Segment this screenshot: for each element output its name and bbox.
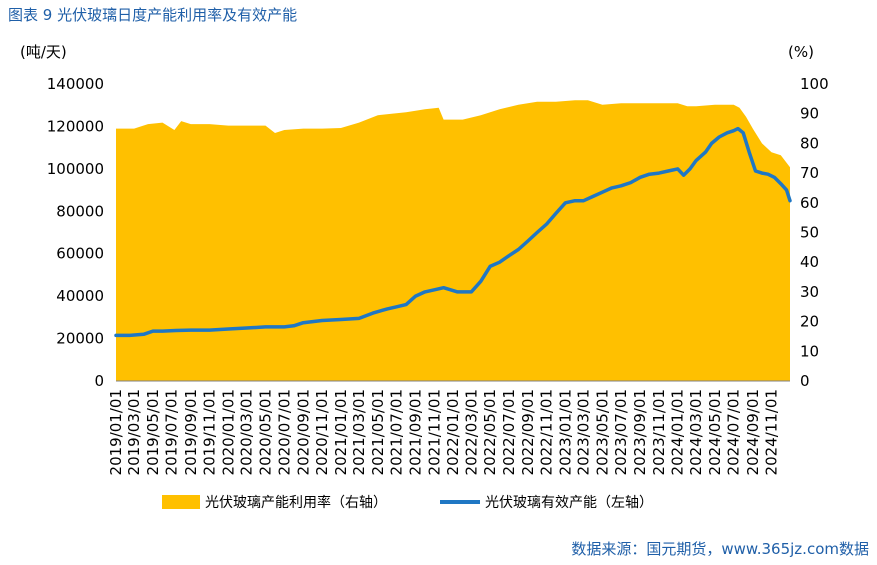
legend-label-utilization: 光伏玻璃产能利用率（右轴） — [205, 494, 387, 511]
x-tick-label: 2022/07/01 — [500, 389, 518, 475]
left-tick-label: 20000 — [56, 330, 104, 348]
x-tick-label: 2021/11/01 — [425, 389, 443, 475]
right-axis: 0 10 20 30 40 50 60 70 80 90 100 — [800, 75, 829, 390]
right-tick-label: 10 — [800, 342, 819, 360]
left-axis: 0 20000 40000 60000 80000 100000 120000 140000 — [47, 75, 104, 390]
line-layer — [114, 126, 792, 338]
x-tick-label: 2022/09/01 — [519, 389, 537, 475]
right-tick-label: 100 — [800, 75, 829, 93]
right-tick-label: 80 — [800, 134, 819, 152]
x-tick-label: 2022/03/01 — [462, 389, 480, 475]
legend: 光伏玻璃产能利用率（右轴） 光伏玻璃有效产能（左轴） — [162, 494, 653, 511]
legend-label-capacity: 光伏玻璃有效产能（左轴） — [485, 494, 653, 511]
x-tick-label: 2020/07/01 — [275, 389, 293, 475]
x-tick-label: 2023/01/01 — [556, 389, 574, 475]
right-tick-label: 20 — [800, 313, 819, 331]
right-tick-label: 70 — [800, 164, 819, 182]
right-tick-label: 30 — [800, 283, 819, 301]
x-axis: 2019/01/01 2019/03/01 2019/05/01 2019/07/01… — [107, 380, 790, 475]
source-note: 数据来源：国元期货，www.365jz.com数据 — [571, 540, 869, 558]
x-tick-label: 2020/11/01 — [313, 389, 331, 475]
x-tick-label: 2020/01/01 — [219, 389, 237, 475]
right-tick-label: 0 — [800, 372, 810, 390]
left-axis-unit: (吨/天) — [20, 43, 67, 61]
x-tick-label: 2019/07/01 — [163, 389, 181, 475]
x-tick-label: 2021/01/01 — [332, 389, 350, 475]
area-layer — [116, 100, 790, 382]
x-tick-label: 2020/03/01 — [238, 389, 256, 475]
x-tick-label: 2024/01/01 — [669, 389, 687, 475]
x-tick-label: 2023/07/01 — [612, 389, 630, 475]
x-tick-label: 2024/11/01 — [763, 389, 781, 475]
left-tick-label: 0 — [94, 372, 104, 390]
legend-swatch-utilization — [162, 495, 200, 509]
x-tick-label: 2019/09/01 — [182, 389, 200, 475]
left-tick-label: 80000 — [56, 202, 104, 220]
right-axis-unit: (%) — [788, 43, 814, 61]
left-tick-label: 40000 — [56, 287, 104, 305]
x-tick-label: 2021/07/01 — [388, 389, 406, 475]
capacity-line — [114, 126, 792, 338]
left-tick-label: 120000 — [47, 117, 104, 135]
x-tick-label: 2020/05/01 — [257, 389, 275, 475]
x-tick-label: 2022/11/01 — [538, 389, 556, 475]
x-tick-label: 2022/05/01 — [481, 389, 499, 475]
x-tick-label: 2024/03/01 — [687, 389, 705, 475]
x-tick-label: 2020/09/01 — [294, 389, 312, 475]
right-tick-label: 60 — [800, 194, 819, 212]
figure-title: 图表 9 光伏玻璃日度产能利用率及有效产能 — [8, 6, 298, 24]
x-tick-label: 2021/03/01 — [350, 389, 368, 475]
x-tick-label: 2021/05/01 — [369, 389, 387, 475]
left-tick-label: 140000 — [47, 75, 104, 93]
right-tick-label: 40 — [800, 253, 819, 271]
x-tick-label: 2023/09/01 — [631, 389, 649, 475]
x-tick-label: 2019/11/01 — [201, 389, 219, 475]
x-tick-label: 2023/03/01 — [575, 389, 593, 475]
x-tick-label: 2019/01/01 — [107, 389, 125, 475]
x-tick-label: 2021/09/01 — [407, 389, 425, 475]
right-tick-label: 90 — [800, 105, 819, 123]
x-tick-label: 2024/09/01 — [744, 389, 762, 475]
x-tick-label: 2019/05/01 — [144, 389, 162, 475]
x-tick-label: 2022/01/01 — [444, 389, 462, 475]
left-tick-label: 60000 — [56, 245, 104, 263]
x-tick-label: 2019/03/01 — [125, 389, 143, 475]
x-tick-label: 2023/05/01 — [593, 389, 611, 475]
left-tick-label: 100000 — [47, 160, 104, 178]
x-tick-label: 2024/05/01 — [706, 389, 724, 475]
utilization-area — [116, 100, 790, 382]
right-tick-label: 50 — [800, 224, 819, 242]
x-tick-label: 2024/07/01 — [725, 389, 743, 475]
x-tick-label: 2023/11/01 — [650, 389, 668, 475]
